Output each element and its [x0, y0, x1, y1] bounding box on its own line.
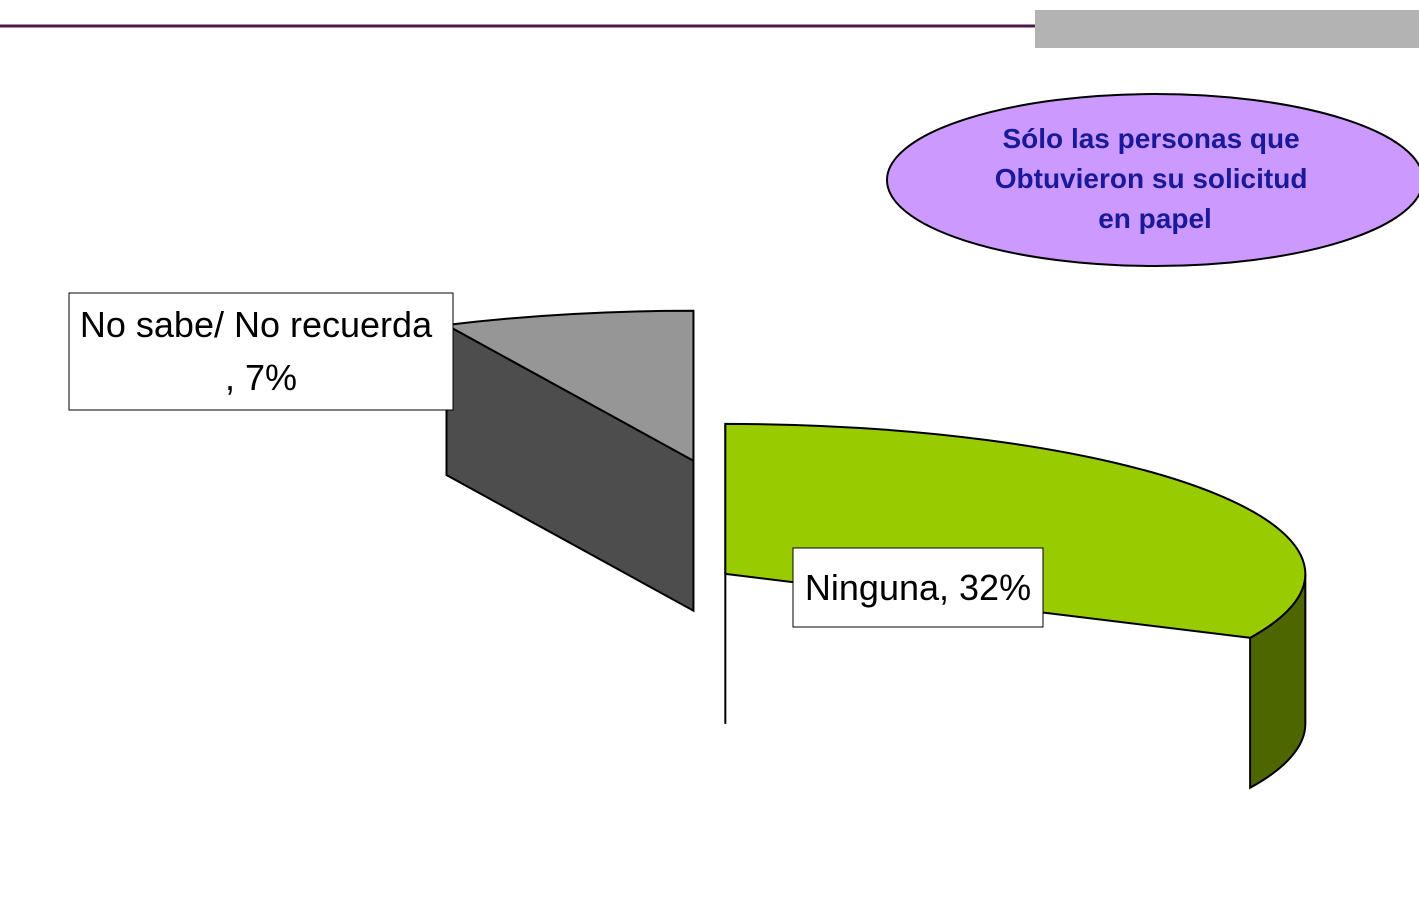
- data-label: Ninguna, 32%: [805, 567, 1031, 608]
- label-value: , 32%: [939, 567, 1031, 608]
- callout-line: Obtuvieron su solicitud: [995, 163, 1308, 194]
- callout-text: Sólo las personas que Obtuvieron su soli…: [995, 123, 1315, 234]
- callout-line: Sólo las personas que: [1003, 123, 1300, 154]
- label-box: [68, 292, 454, 411]
- header-block: [1035, 10, 1419, 48]
- label-category: No sabe/ No recuerda: [80, 304, 433, 345]
- callout-line: en papel: [1098, 203, 1212, 234]
- label-box: [792, 547, 1044, 628]
- label-value: , 7%: [225, 357, 297, 398]
- label-category: Ninguna: [805, 567, 940, 608]
- callout: [886, 93, 1419, 267]
- slice: [443, 309, 695, 463]
- data-label: No sabe/ No recuerda , 7%: [80, 304, 442, 398]
